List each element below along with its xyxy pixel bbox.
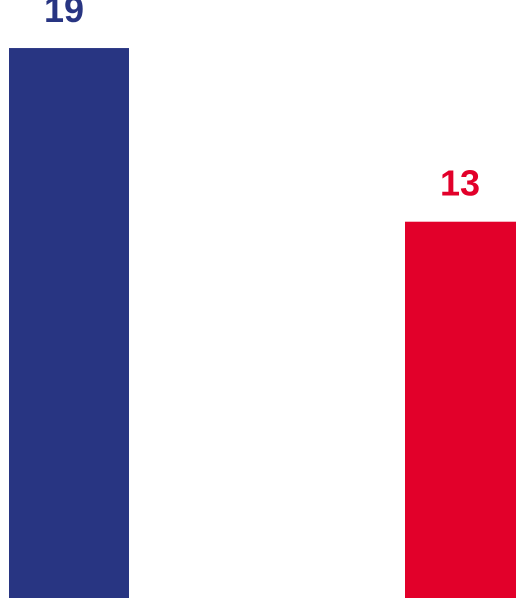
bar-value-label-2: 13 xyxy=(440,163,480,204)
bar-value-label-1: 19 xyxy=(44,0,84,30)
bar-2 xyxy=(405,221,516,598)
bar-1 xyxy=(9,48,129,598)
